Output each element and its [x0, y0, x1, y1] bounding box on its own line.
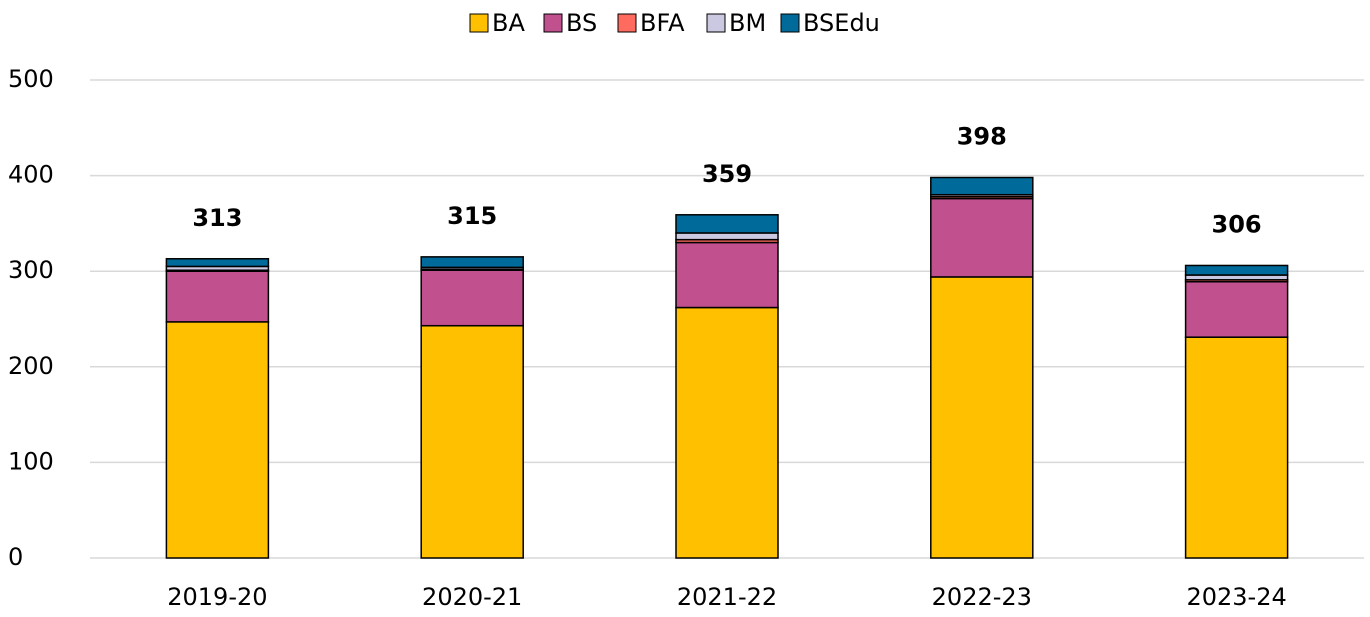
y-tick-label: 100 [8, 447, 54, 475]
total-label: 359 [702, 160, 752, 188]
bar-segment [420, 256, 524, 269]
bar-segment [420, 324, 524, 559]
bar-segment [675, 214, 779, 234]
y-tick-label: 0 [8, 543, 23, 571]
bar-segment [165, 258, 270, 268]
legend-label: BSEdu [803, 9, 880, 37]
legend-label: BS [566, 9, 597, 37]
legend-swatch [543, 13, 563, 33]
bar-segment [165, 270, 270, 323]
legend-swatch [706, 13, 726, 33]
bar-segment [675, 306, 779, 559]
bar-segment [930, 276, 1034, 559]
legend-swatch [780, 13, 800, 33]
total-label: 313 [192, 204, 242, 232]
total-label: 398 [957, 123, 1007, 151]
bar-segment [930, 197, 1034, 278]
bar-segment [165, 321, 270, 559]
x-tick-label: 2022-23 [932, 583, 1032, 611]
x-tick-label: 2020-21 [422, 583, 522, 611]
bar-segment [675, 241, 779, 309]
bar-segment [1184, 280, 1289, 338]
legend-label: BM [729, 9, 766, 37]
legend-swatch [469, 13, 489, 33]
bar-segment [675, 232, 779, 241]
y-tick-label: 400 [8, 161, 54, 189]
bar-segment [1184, 264, 1289, 276]
bar-segment [1184, 336, 1289, 559]
x-tick-label: 2019-20 [167, 583, 267, 611]
y-tick-label: 200 [8, 352, 54, 380]
legend-label: BA [492, 9, 525, 37]
x-tick-label: 2023-24 [1186, 583, 1286, 611]
legend-swatch [617, 13, 637, 33]
total-label: 306 [1212, 210, 1262, 238]
bar-segment [930, 176, 1034, 196]
y-tick-label: 300 [8, 256, 54, 284]
bar-segment [420, 269, 524, 327]
y-tick-label: 500 [8, 65, 54, 93]
total-label: 315 [447, 202, 497, 230]
x-tick-label: 2021-22 [677, 583, 777, 611]
legend-label: BFA [640, 9, 685, 37]
